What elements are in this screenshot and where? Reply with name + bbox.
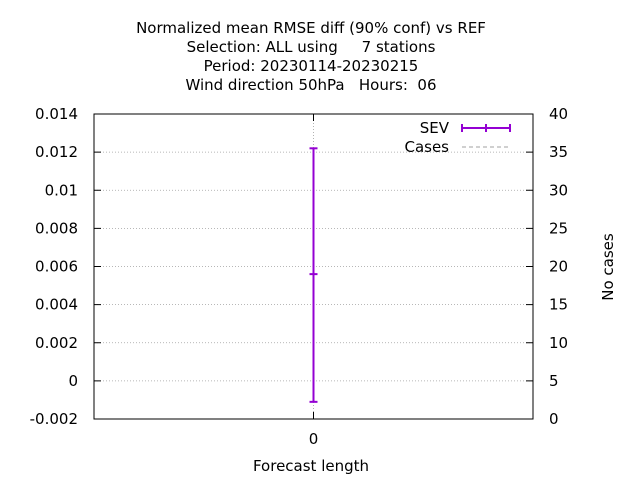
right-tick-label: 25 — [549, 219, 568, 237]
left-tick-label: 0.012 — [35, 143, 78, 161]
right-tick-label: 30 — [549, 181, 568, 199]
right-tick-label: 5 — [549, 372, 559, 390]
left-tick-label: -0.002 — [30, 410, 78, 428]
left-tick-label: 0.002 — [35, 334, 78, 352]
x-axis-label: Forecast length — [253, 457, 369, 475]
right-tick-label: 35 — [549, 143, 568, 161]
x-axis: 0 — [309, 114, 319, 448]
left-tick-label: 0.006 — [35, 258, 78, 276]
title-line-3: Period: 20230114-20230215 — [204, 57, 419, 75]
legend-label-cases: Cases — [404, 138, 449, 156]
right-tick-label: 40 — [549, 105, 568, 123]
right-y-axis: 0 5 10 15 20 25 30 35 40 — [526, 105, 568, 428]
series-layer — [309, 147, 318, 403]
x-tick-label: 0 — [309, 430, 319, 448]
left-tick-label: 0.014 — [35, 105, 78, 123]
left-y-axis: -0.002 0 0.002 0.004 0.006 0.008 0.01 0.012 0.01… — [30, 105, 101, 428]
left-tick-label: 0.008 — [35, 219, 78, 237]
legend-sample-sev — [461, 124, 511, 132]
right-tick-label: 20 — [549, 258, 568, 276]
title-line-2: Selection: ALL using 7 stations — [187, 38, 436, 56]
left-tick-label: 0.01 — [45, 181, 78, 199]
left-tick-label: 0.004 — [35, 296, 78, 314]
legend-label-sev: SEV — [420, 119, 450, 137]
legend: SEV Cases — [404, 119, 511, 156]
right-tick-label: 0 — [549, 410, 559, 428]
right-y-axis-label: No cases — [599, 233, 617, 301]
title-line-4: Wind direction 50hPa Hours: 06 — [185, 76, 436, 94]
left-tick-label: 0 — [68, 372, 78, 390]
title-line-1: Normalized mean RMSE diff (90% conf) vs … — [136, 19, 486, 37]
right-tick-label: 10 — [549, 334, 568, 352]
chart-title: Normalized mean RMSE diff (90% conf) vs … — [136, 19, 486, 94]
right-tick-label: 15 — [549, 296, 568, 314]
